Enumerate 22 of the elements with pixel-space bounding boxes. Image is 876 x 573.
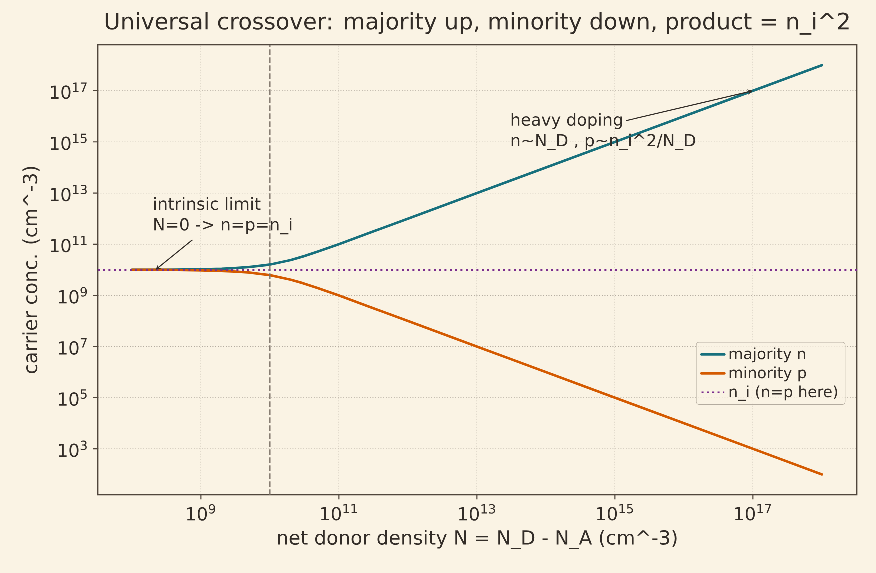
x-tick-label: 10$^{13}$ [459,504,496,521]
y-tick-label: 10$^{3}$ [59,440,87,458]
y-tick-label: 10$^{11}$ [51,236,87,253]
x-tick-label: 10$^{11}$ [321,504,358,521]
y-tick-label: 10$^{9}$ [59,287,88,304]
y-axis-title: carrier conc. (cm^-3) [22,167,40,374]
x-tick-label: 10$^{15}$ [597,504,634,521]
x-tick-label: 10$^{17}$ [735,504,772,521]
legend-label: majority n [730,348,806,363]
legend-label: minority p [730,366,806,382]
y-tick-label: 10$^{5}$ [59,390,87,406]
y-tick-label: 10$^{15}$ [51,134,87,150]
y-tick-label: 10$^{7}$ [59,338,87,355]
y-tick-label: 10$^{13}$ [51,185,87,202]
annotation: N=0 -> n=p=n_i [154,218,292,235]
x-axis-title: net donor density N = N_D - N_A (cm^-3) [278,530,677,550]
chart-title: Universal crossover: majority up, minority down, product = n_i^2 [106,12,849,35]
annotation: heavy doping [512,113,622,130]
legend-label: n_i (n=p here) [730,386,838,402]
x-tick-label: 10$^{9}$ [187,504,216,521]
annotation: intrinsic limit [154,197,261,210]
y-tick-label: 10$^{17}$ [51,82,87,100]
